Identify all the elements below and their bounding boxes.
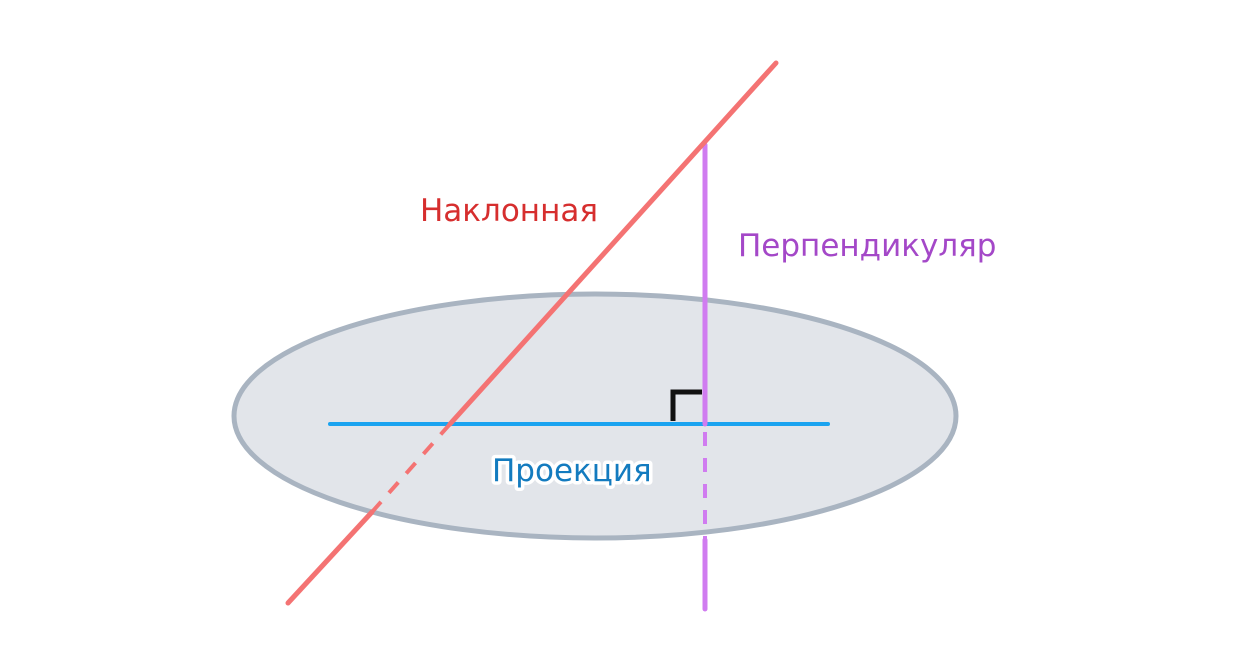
oblique-line-hidden bbox=[370, 422, 452, 514]
oblique-line-lower bbox=[285, 509, 375, 606]
right-angle-mark bbox=[670, 389, 702, 421]
plane-ellipse bbox=[231, 291, 959, 541]
projection-label: Проекция bbox=[492, 453, 652, 489]
oblique-label: Наклонная bbox=[420, 193, 598, 229]
perpendicular-label: Перпендикуляр bbox=[738, 228, 996, 264]
oblique-line-upper bbox=[447, 60, 779, 427]
